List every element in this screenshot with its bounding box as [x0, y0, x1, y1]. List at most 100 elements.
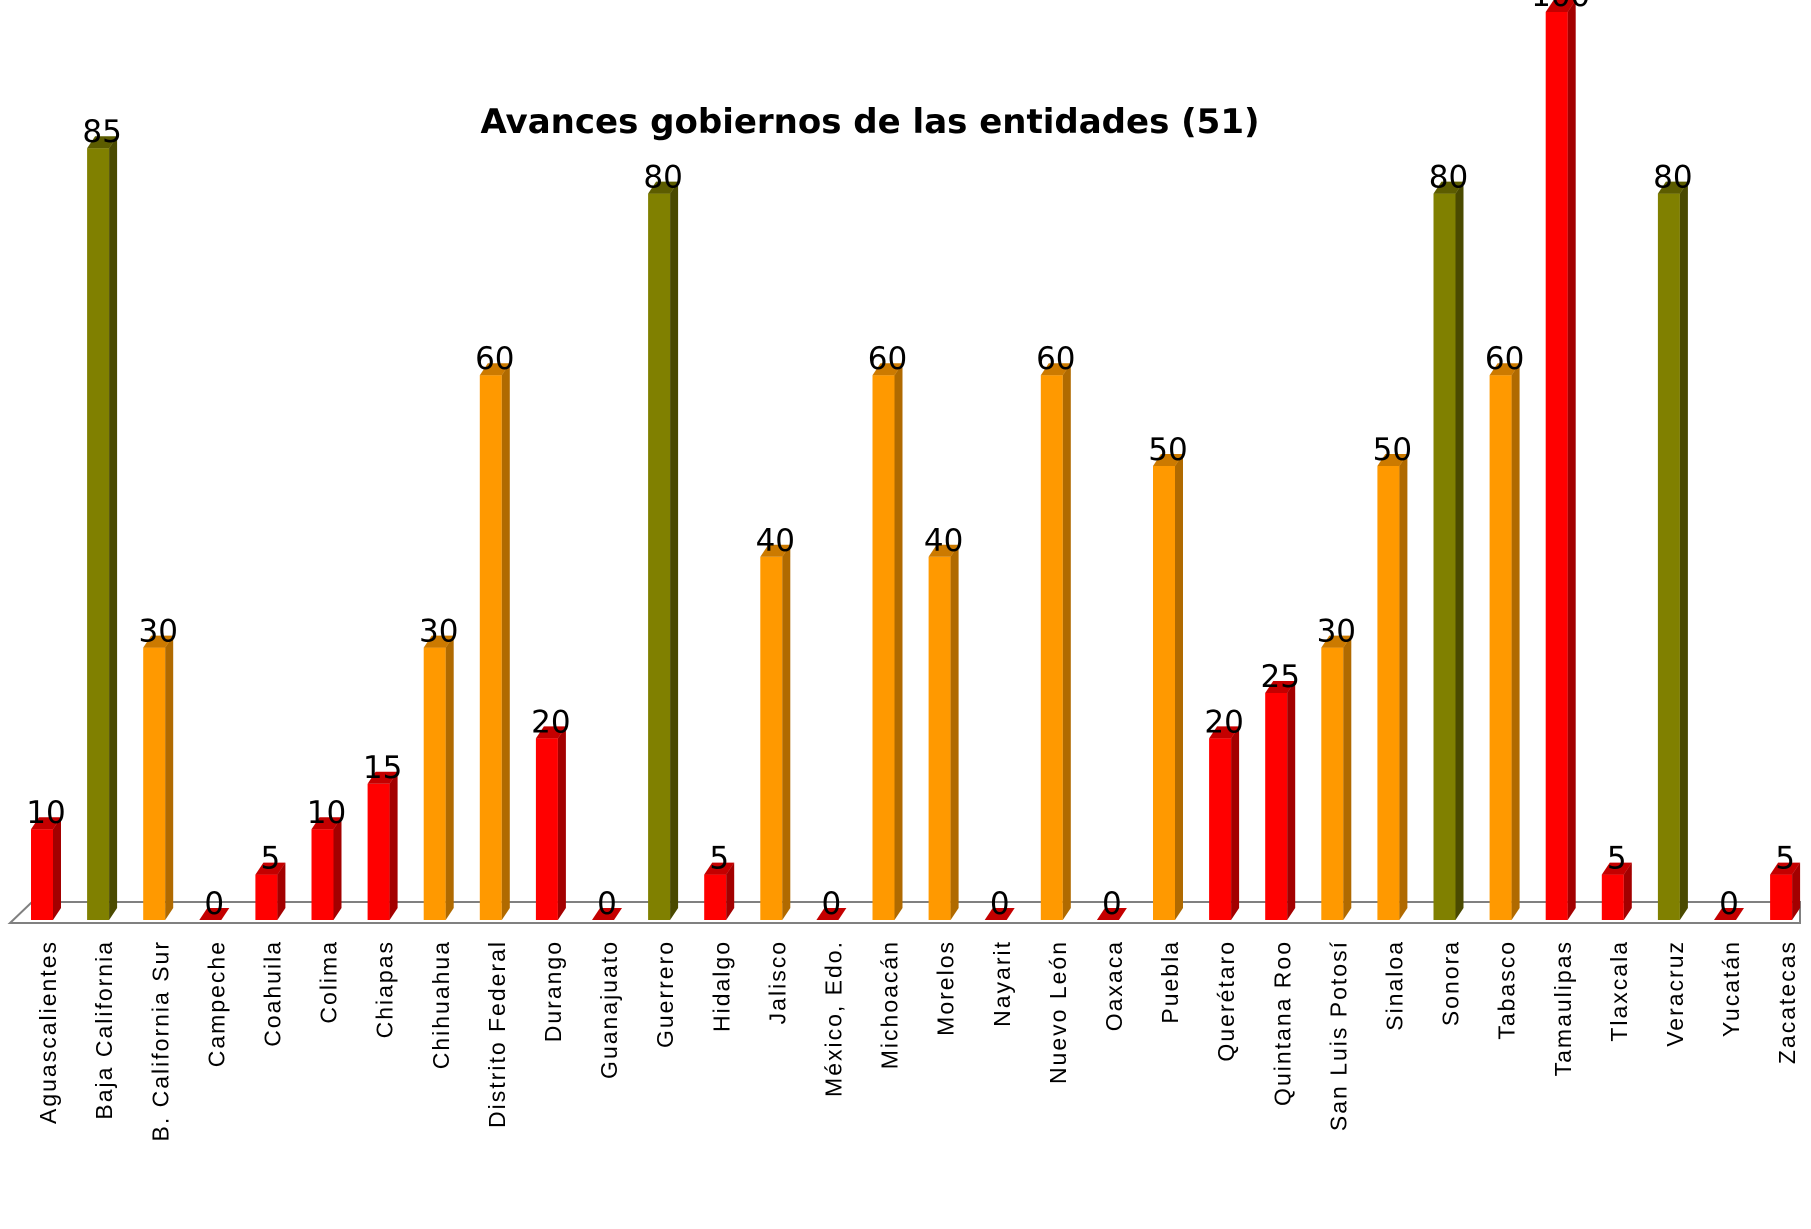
bar-front: [704, 874, 727, 920]
bar: [87, 136, 118, 920]
category-label: B. California Sur: [147, 940, 173, 1141]
bar-front: [367, 783, 390, 920]
bar-side: [389, 771, 398, 920]
bar: [311, 817, 342, 920]
bar-front: [479, 375, 502, 920]
bar-top: [255, 862, 286, 875]
bar-top: [535, 726, 566, 739]
bar-front: [1657, 193, 1680, 921]
value-label: 25: [1260, 659, 1299, 695]
category-label: Tamaulipas: [1550, 940, 1576, 1076]
bar-front: [1601, 874, 1624, 920]
bar-front: [760, 556, 783, 920]
value-label: 30: [419, 614, 458, 650]
bar-side: [1062, 363, 1071, 920]
category-label: Chiapas: [372, 940, 398, 1038]
bar-side: [1455, 181, 1464, 921]
category-label: Guerrero: [652, 940, 678, 1048]
bar-front: [31, 829, 53, 920]
category-label: Sinaloa: [1381, 940, 1407, 1031]
category-label: Tlaxcala: [1606, 940, 1632, 1042]
bar-side: [1792, 862, 1801, 920]
bar-side: [501, 363, 510, 920]
bar: [928, 544, 959, 920]
bar-front: [872, 375, 895, 920]
category-label: Campeche: [203, 940, 229, 1067]
bar-front: [1545, 12, 1568, 920]
bar-side: [1567, 0, 1576, 920]
category-label: Hidalgo: [708, 940, 734, 1032]
category-label: Quintana Roo: [1269, 940, 1295, 1106]
bar-front: [255, 874, 278, 920]
value-label: 60: [868, 341, 907, 377]
category-label: Guanajuato: [596, 940, 622, 1079]
value-label: 40: [756, 523, 795, 559]
bar-side: [782, 544, 791, 920]
category-label: Sonora: [1438, 940, 1464, 1026]
value-label: 5: [709, 841, 729, 877]
bar: [1040, 363, 1071, 920]
bar-top: [928, 544, 959, 557]
value-labels-group: 1085300510153060200805400604006005020253…: [26, 0, 1795, 922]
value-label: 80: [1653, 160, 1692, 196]
bar-side: [670, 181, 679, 921]
bar: [1601, 862, 1632, 920]
bar-side: [894, 363, 903, 920]
bars-group: [31, 0, 1801, 921]
bar-front: [143, 647, 166, 920]
bar-top: [87, 136, 118, 149]
value-label: 85: [82, 114, 121, 150]
bar-side: [333, 817, 342, 920]
chart-title: Avances gobiernos de las entidades (51): [480, 102, 1259, 142]
bar: [592, 908, 622, 920]
bar: [1321, 635, 1352, 920]
bar: [367, 771, 398, 920]
category-label: Chihuahua: [428, 940, 454, 1069]
value-label: 0: [204, 886, 224, 922]
bar: [1377, 454, 1408, 920]
bar: [1489, 363, 1520, 920]
bar-front: [1265, 693, 1288, 920]
value-label: 5: [261, 841, 281, 877]
bar-side: [109, 136, 118, 920]
bar: [1433, 181, 1464, 921]
bar: [535, 726, 566, 920]
bar-top: [648, 181, 679, 194]
bar-top: [423, 635, 454, 648]
category-label: Veracruz: [1662, 940, 1688, 1047]
bar-top: [1714, 908, 1744, 920]
category-label: Oaxaca: [1101, 940, 1127, 1031]
bar-front: [311, 829, 334, 920]
bar-side: [1231, 726, 1240, 920]
bar-side: [1175, 454, 1183, 920]
bar: [143, 635, 174, 920]
value-label: 0: [990, 886, 1010, 922]
bar: [479, 363, 510, 920]
bar-top: [1601, 862, 1632, 875]
value-label: 20: [1204, 704, 1243, 740]
bar-top: [1433, 181, 1464, 194]
bar-side: [1399, 454, 1408, 920]
bar: [423, 635, 454, 920]
bar: [648, 181, 679, 921]
bar-top: [1209, 726, 1240, 739]
bar-front: [535, 738, 558, 920]
bar: [1096, 908, 1127, 920]
bar: [1657, 181, 1688, 921]
bar-side: [950, 544, 959, 920]
bar-front: [928, 556, 951, 920]
category-label: Aguascalientes: [35, 940, 61, 1124]
category-label: México, Edo.: [820, 940, 846, 1097]
value-label: 40: [924, 523, 963, 559]
bar-front: [1770, 874, 1793, 920]
bar: [760, 544, 791, 920]
value-label: 60: [475, 341, 514, 377]
bar: [816, 908, 847, 920]
value-label: 50: [1373, 432, 1412, 468]
category-label: Querétaro: [1213, 940, 1239, 1062]
bar-front: [1489, 375, 1512, 920]
value-label: 0: [822, 886, 842, 922]
value-label: 0: [1719, 886, 1739, 922]
value-label: 30: [1317, 614, 1356, 650]
bar-side: [1679, 181, 1688, 921]
